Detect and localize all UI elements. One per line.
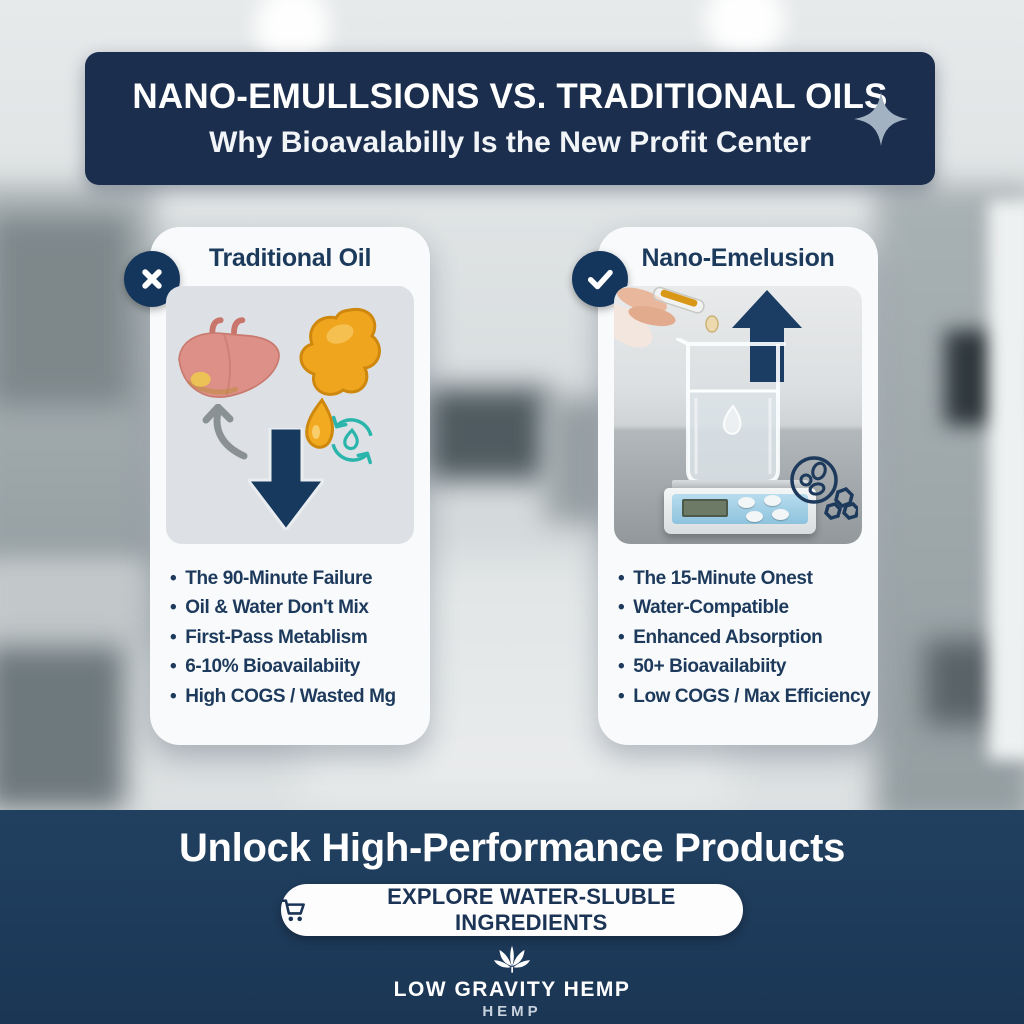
scale-display	[682, 499, 728, 517]
traditional-illustration	[166, 286, 414, 544]
scale-button	[764, 495, 781, 506]
list-item: • 50+ Bioavailabiity	[618, 656, 787, 678]
hand-dropper-icon	[614, 286, 719, 348]
liver-icon	[178, 317, 280, 398]
nanoparticles-icon	[790, 456, 858, 520]
page-title: NANO-EMULLSIONS VS. TRADITIONAL OILS	[132, 77, 888, 116]
list-item: • Enhanced Absorption	[618, 626, 823, 648]
x-icon	[142, 269, 162, 289]
traditional-oil-card: Traditional Oil	[124, 227, 430, 745]
cart-icon	[281, 898, 305, 921]
list-item: • The 15-Minute Onest	[618, 568, 813, 589]
scale-button	[772, 509, 789, 520]
lab-equipment-left-dark	[0, 215, 130, 405]
gain-arrow-up-icon	[732, 290, 802, 382]
list-item: • Oil & Water Don't Mix	[170, 597, 369, 619]
header-banner: NANO-EMULLSIONS VS. TRADITIONAL OILS Why…	[85, 52, 935, 185]
list-item: • High COGS / Wasted Mg	[170, 685, 396, 707]
lab-bench-center	[428, 388, 548, 480]
metabolism-arrow-icon	[202, 404, 248, 460]
scale-platform	[672, 480, 808, 489]
lab-wall-right-bright	[988, 200, 1024, 760]
lab-table-left	[0, 560, 160, 650]
scale-panel	[672, 494, 808, 524]
check-badge	[572, 251, 628, 307]
recycle-drop-icon	[331, 415, 373, 465]
page-subtitle: Why Bioavalabilly Is the New Profit Cent…	[209, 126, 811, 159]
scale-icon	[664, 488, 816, 534]
cta-label: EXPLORE WATER-SLUBLE INGREDIENTS	[387, 884, 676, 935]
brand-subtext: HEMP	[482, 1003, 542, 1020]
cta-section: Unlock High-Performance Products EXPLORE…	[0, 810, 1024, 1024]
hemp-leaf-icon	[493, 945, 531, 973]
list-item: • Water-Compatible	[618, 597, 789, 619]
nano-emulsion-card: Nano-Emelusion	[572, 227, 878, 745]
scale-button	[746, 511, 763, 522]
list-item: • Low COGS / Max Efficiency	[618, 685, 871, 707]
cta-heading: Unlock High-Performance Products	[178, 826, 846, 870]
brand-name: LOW GRAVITY HEMP	[393, 978, 631, 1001]
traditional-bullet-list: • The 90-Minute Failure • Oil & Water Don'…	[170, 564, 430, 711]
oil-drop-icon	[299, 307, 381, 449]
scale-button	[738, 497, 755, 508]
brand-logo: LOW GRAVITY HEMP HEMP	[0, 945, 1024, 1020]
nano-bullet-list: • The 15-Minute Onest • Water-Compatible •…	[618, 564, 878, 711]
nano-photo	[614, 286, 862, 544]
explore-ingredients-button[interactable]: EXPLORE WATER-SLUBLE INGREDIENTS	[281, 884, 743, 936]
ceiling-light	[705, 0, 785, 60]
lab-cart-center	[545, 398, 605, 523]
card-title-nano: Nano-Emelusion	[641, 244, 835, 272]
list-item: • 6-10% Bioavailabiity	[170, 656, 360, 678]
check-icon	[587, 269, 613, 290]
sparkle-icon	[853, 91, 909, 147]
card-title-traditional: Traditional Oil	[208, 244, 372, 272]
beaker-icon	[676, 338, 786, 484]
loss-arrow-down-icon	[248, 428, 324, 530]
lab-cabinet-left	[0, 645, 125, 810]
list-item: • First-Pass Metablism	[170, 626, 368, 648]
list-item: • The 90-Minute Failure	[170, 568, 373, 589]
